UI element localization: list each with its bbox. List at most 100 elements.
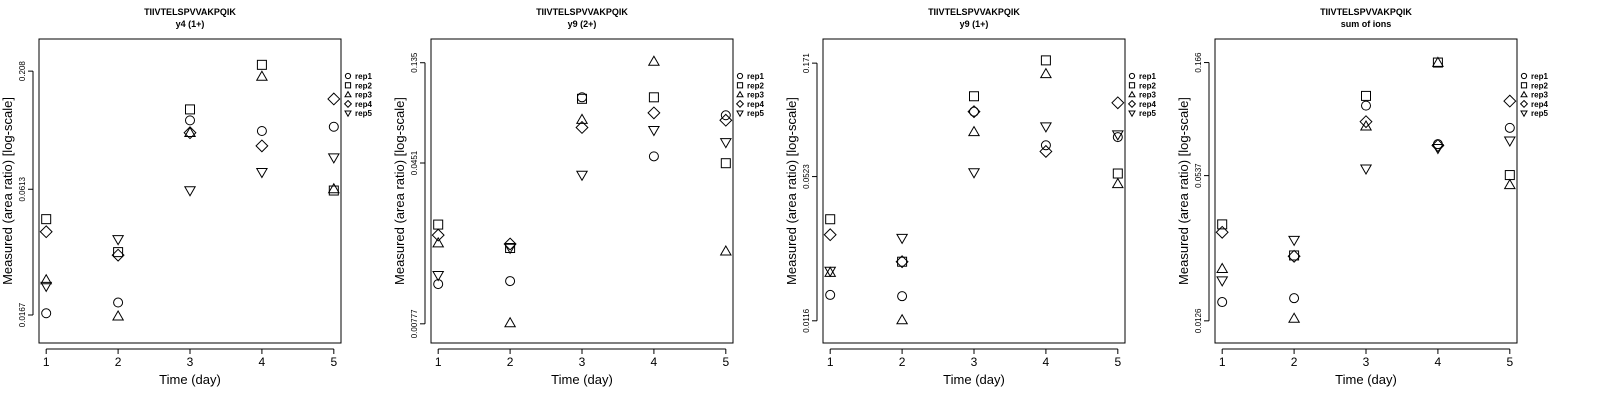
panel-4-title: TIIVTELSPVVAKPQIK <box>1320 7 1412 17</box>
panel-1-point-rep5 <box>40 281 53 293</box>
panel-4-legend-label: rep1 <box>1531 72 1548 81</box>
panel-4-point-rep3 <box>1288 312 1301 323</box>
panel-2-point-rep3 <box>504 316 517 328</box>
panel-4-point-rep2 <box>1361 90 1371 101</box>
panel-1-point-rep2 <box>41 214 52 225</box>
panel-2-y-tick-label: 0.00777 <box>410 309 419 338</box>
panel-2-x-axis-label: Time (day) <box>551 372 613 387</box>
panel-2-y-tick-label: 0.0451 <box>410 150 419 175</box>
panel-4-x-tick-label: 1 <box>1219 355 1226 369</box>
panel-3-point-rep1 <box>825 289 836 300</box>
panel-1-point-rep5 <box>255 168 268 179</box>
panel-2-point-rep2 <box>648 92 659 103</box>
panel-1-point-rep2 <box>113 247 124 258</box>
panel-2-y-axis-label: Measured (area ratio) [log-scale] <box>392 97 407 285</box>
panel-2-point-rep5 <box>647 125 660 137</box>
panel-2-point-rep2 <box>577 93 587 104</box>
panel-2-point-rep3 <box>575 113 589 124</box>
panel-3-point-rep3 <box>1111 177 1124 189</box>
panel-1-point-rep3 <box>40 273 53 285</box>
panel-2-legend-label: rep2 <box>747 81 764 90</box>
panel-4-y-tick-label: 0.0126 <box>1194 308 1203 333</box>
panel-3-x-axis-label: Time (day) <box>943 372 1005 387</box>
panel-2-x-tick-label: 3 <box>579 355 586 369</box>
panel-1-point-rep2 <box>185 104 195 115</box>
panel-3-legend-marker-rep3 <box>1128 90 1136 98</box>
panel-3-point-rep5 <box>824 266 837 278</box>
panel-4-point-rep4 <box>1503 94 1517 108</box>
panel-1-y-tick-label: 0.0613 <box>18 176 27 201</box>
panel-4-x-tick-label: 3 <box>1363 355 1370 369</box>
panel-3-legend-label: rep4 <box>1139 100 1156 109</box>
panel-1-point-rep4 <box>183 126 197 140</box>
panel-1-point-rep1 <box>113 297 124 308</box>
panel-1-point-rep5 <box>327 153 340 164</box>
panel-2-legend-label: rep4 <box>747 100 764 109</box>
panel-4-point-rep4 <box>1431 138 1445 153</box>
panel-1-point-rep1 <box>185 115 195 126</box>
panel-4-legend-marker-rep2 <box>1520 82 1528 89</box>
panel-1-point-rep3 <box>183 126 197 138</box>
panel-3-legend-marker-rep5 <box>1128 110 1136 118</box>
panel-1-y-axis-label: Measured (area ratio) [log-scale] <box>0 97 15 285</box>
panel-4-plot-frame <box>1214 38 1518 344</box>
panel-1-x-tick-label: 3 <box>187 355 194 369</box>
panel-2-point-rep3 <box>432 236 445 248</box>
panel-3-y-tick-label: 0.0523 <box>802 164 811 189</box>
panel-2-point-rep5 <box>719 138 732 149</box>
panel-3-point-rep5 <box>896 233 909 245</box>
panel-1-x-axis-label: Time (day) <box>159 372 221 387</box>
panel-1-x-tick-label: 2 <box>115 355 122 369</box>
panel-1-legend-label: rep3 <box>355 91 372 100</box>
panel-3-point-rep4 <box>1039 144 1053 158</box>
panel-1-legend-marker-rep1 <box>344 72 352 80</box>
panel-1-y-tick-label: 0.0167 <box>18 302 27 327</box>
panel-4: TIIVTELSPVVAKPQIK sum of ions 1 2 3 4 5 Time (d… <box>1176 7 1548 387</box>
panel-1: TIIVTELSPVVAKPQIK y4 (1+) 1 2 3 4 5 Time (day) 0… <box>0 7 372 387</box>
panel-4-point-rep2 <box>1217 219 1228 230</box>
panel-2-point-rep1 <box>648 151 659 162</box>
panel-2-y-tick-label: 0.135 <box>410 52 419 73</box>
panel-1-subtitle: y4 (1+) <box>176 19 205 29</box>
panel-2-point-rep2 <box>433 219 444 230</box>
panel-4-legend-marker-rep5 <box>1520 110 1528 118</box>
panel-3-x-tick-label: 3 <box>971 355 978 369</box>
panel-3-point-rep5 <box>1039 122 1052 133</box>
panel-1-legend-marker-rep5 <box>344 110 352 118</box>
panel-4-point-rep1 <box>1504 122 1515 133</box>
panel-2-x-tick-label: 1 <box>435 355 442 369</box>
panel-4-y-tick-label: 0.166 <box>1194 52 1203 73</box>
panel-1-point-rep3 <box>112 309 125 321</box>
panel-3-point-rep2 <box>969 91 979 102</box>
panel-3-point-rep1 <box>1040 140 1051 151</box>
panel-4-legend-marker-rep1 <box>1520 72 1528 80</box>
panel-3-point-rep1 <box>969 106 979 117</box>
panel-4-point-rep5 <box>1431 144 1444 155</box>
panel-2-point-rep1 <box>505 276 516 287</box>
panel-4-y-axis-label: Measured (area ratio) [log-scale] <box>1176 97 1191 285</box>
panel-3-x-tick-label: 4 <box>1043 355 1050 369</box>
panel-1-legend-marker-rep3 <box>344 90 352 98</box>
panel-3-plot-frame <box>822 38 1126 344</box>
panel-2-subtitle: y9 (2+) <box>568 19 597 29</box>
panel-3-x-tick-label: 2 <box>899 355 906 369</box>
panel-2-point-rep5 <box>504 243 517 255</box>
panel-1-y-tick-label: 0.208 <box>18 61 27 82</box>
panel-3-point-rep1 <box>1112 132 1123 143</box>
panel-2-legend-marker-rep5 <box>736 110 744 118</box>
panel-1-point-rep4 <box>39 225 53 239</box>
panel-4-point-rep4 <box>1359 115 1373 129</box>
panel-4-point-rep5 <box>1503 136 1516 147</box>
panel-2-x-tick-label: 4 <box>651 355 658 369</box>
panel-2-point-rep3 <box>719 244 732 256</box>
panel-4-legend-label: rep2 <box>1531 81 1548 90</box>
panel-2-point-rep5 <box>575 170 589 182</box>
panel-2-legend-marker-rep2 <box>736 82 744 89</box>
panel-3-x-tick-label: 5 <box>1114 355 1121 369</box>
panel-1-legend-label: rep2 <box>355 81 372 90</box>
panel-4-point-rep3 <box>1359 119 1373 131</box>
panel-2-point-rep4 <box>647 106 661 120</box>
panel-4-point-rep2 <box>1504 170 1515 181</box>
panel-2-point-rep4 <box>575 120 589 135</box>
panel-4-point-rep5 <box>1288 235 1301 247</box>
